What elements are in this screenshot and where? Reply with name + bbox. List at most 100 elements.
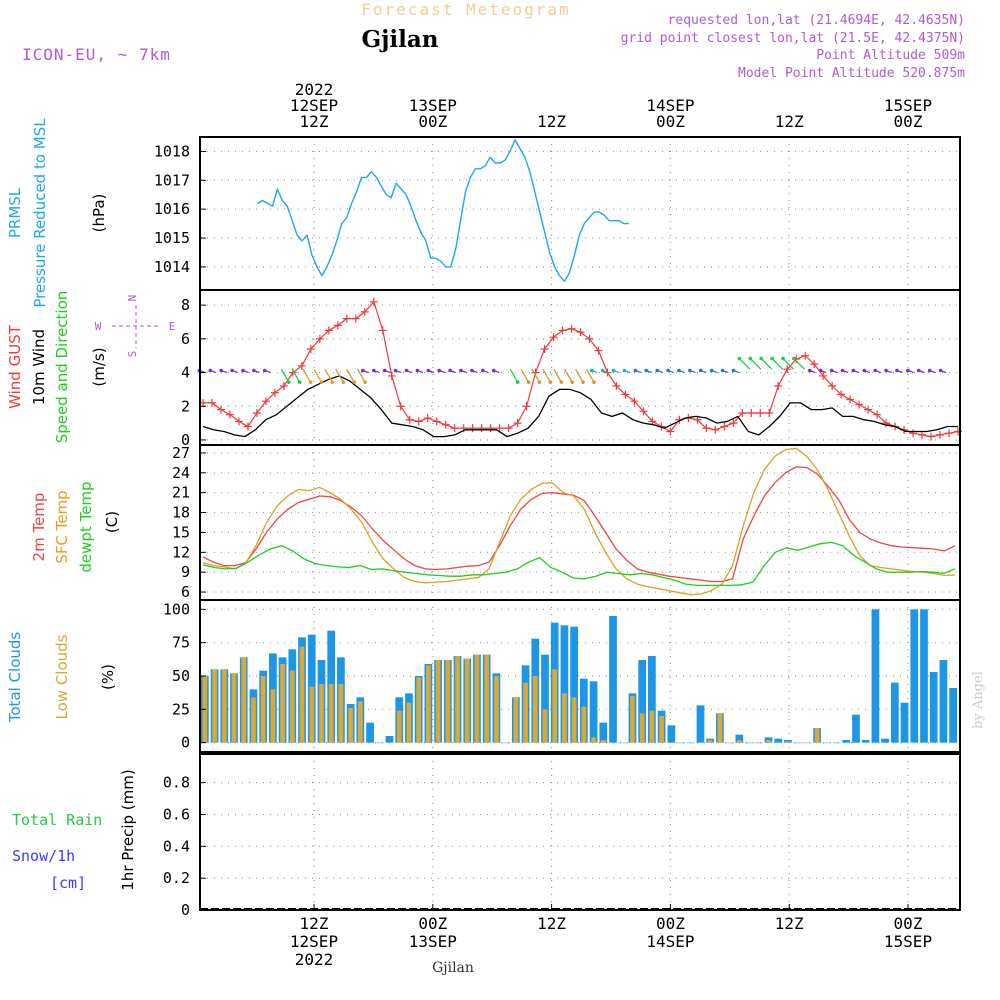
pressure-ylabel: Pressure Reduced to MSL (31, 118, 49, 308)
total-cloud-bar (852, 714, 860, 743)
low-cloud-bar (212, 669, 217, 743)
wind-direction-arrowhead (330, 380, 335, 384)
total-cloud-bar (686, 742, 695, 744)
total-cloud-bar (609, 616, 617, 743)
total-cloud-bar (618, 742, 627, 744)
y-tick-label: 15 (172, 523, 190, 541)
wind-direction-arrowhead (840, 368, 845, 373)
sfc-temp-ylabel: SFC Temp (53, 490, 71, 563)
gust-marker (486, 424, 495, 433)
wind-direction-arrowhead (480, 368, 485, 373)
top-axis-label: 14SEP (646, 96, 694, 115)
low-cloud-bar (552, 669, 558, 743)
low-cloud-bar (328, 684, 334, 743)
low-cloud-bar (523, 682, 528, 743)
gust-marker (522, 402, 531, 411)
pressure-unit: (hPa) (90, 194, 108, 233)
y-tick-label: 0 (181, 901, 190, 919)
wind-direction-arrowhead (677, 368, 681, 373)
low-cloud-bar (396, 710, 402, 743)
low-cloud-bar (464, 658, 470, 743)
low-cloud-bar (416, 677, 422, 743)
footer-location: Gjilan (432, 960, 474, 976)
low-cloud-bar (484, 654, 490, 743)
y-tick-label: 75 (172, 634, 190, 652)
total-cloud-bar (871, 609, 880, 743)
gust-marker (450, 424, 459, 433)
low-cloud-bar (406, 702, 412, 743)
bottom-axis-label: 15SEP (884, 932, 932, 951)
low-cloud-bar (474, 654, 480, 743)
grid-layer (200, 137, 960, 911)
wind-direction-arrowhead (548, 380, 553, 384)
total-cloud-bar (375, 742, 384, 744)
wind-direction-arrowhead (252, 368, 256, 373)
gust-marker (549, 333, 558, 342)
panel-frames (199, 136, 961, 911)
top-axis-label: 00Z (656, 112, 685, 131)
wind-direction-arrow (509, 368, 519, 383)
temp2m-ylabel: 2m Temp (30, 493, 48, 562)
top-axis-label: 12Z (537, 112, 566, 131)
gust-marker (846, 395, 855, 404)
gust-marker (918, 430, 927, 439)
wind-direction-arrowhead (862, 368, 867, 373)
top-axis-label: 2022 (295, 80, 334, 99)
gust-marker (504, 424, 513, 433)
wind-direction-arrowhead (737, 356, 742, 361)
wind-direction-arrow (749, 358, 762, 370)
snow-unit-label: [cm] (50, 874, 86, 892)
y-tick-label: 2 (181, 397, 190, 415)
wind-direction-arrowhead (792, 356, 796, 361)
total-cloud-bar (599, 722, 608, 743)
temp-unit: (C) (103, 511, 121, 533)
low-clouds-ylabel: Low Clouds (53, 634, 71, 719)
wind-direction-arrow (738, 358, 751, 370)
low-cloud-bar (241, 657, 247, 743)
gust-marker (666, 427, 675, 436)
gust-marker (207, 398, 216, 407)
gust-marker (252, 408, 261, 417)
wind-direction-arrowhead (437, 368, 441, 373)
grid-point-lonlat: grid point closest lon,lat (21.5E, 42.43… (621, 31, 965, 46)
total-cloud-bar (385, 736, 394, 743)
total-cloud-bar (832, 742, 841, 744)
gust-marker (558, 326, 567, 335)
low-cloud-bar (348, 708, 353, 743)
total-cloud-bar (900, 702, 909, 743)
wind-direction-arrow (520, 368, 530, 383)
gust-marker (297, 361, 306, 370)
wind10m-ylabel: 10m Wind (30, 329, 48, 405)
wind-direction-arrowhead (570, 380, 574, 384)
low-cloud-bar (600, 740, 606, 743)
wind-direction-arrowhead (927, 368, 932, 373)
gust-marker (765, 408, 774, 417)
wind-direction-arrowhead (829, 368, 834, 373)
snow-label: Snow/1h (12, 847, 75, 865)
wind-direction-ylabel: Speed and Direction (53, 291, 71, 444)
gust-marker (774, 382, 783, 391)
wind-direction-arrowhead (592, 380, 596, 384)
wind10m-line (202, 375, 958, 438)
low-cloud-bar (455, 656, 460, 743)
low-cloud-bar (309, 686, 315, 743)
wind-direction-arrowhead (644, 368, 649, 373)
temp2m-line (202, 466, 956, 583)
wind-direction-arrowhead (698, 368, 703, 373)
gust-marker (945, 429, 954, 438)
wind-direction-arrowhead (873, 368, 877, 373)
gust-marker (369, 297, 378, 306)
low-cloud-bar (270, 689, 276, 743)
y-tick-label: 50 (172, 667, 190, 685)
wind-direction-arrowhead (415, 368, 420, 373)
low-cloud-bar (630, 696, 635, 743)
wind-direction-arrow (782, 358, 795, 370)
gust-marker (432, 417, 441, 426)
wind-direction-arrowhead (448, 368, 452, 373)
wind-direction-arrowhead (382, 368, 387, 373)
gust-marker (405, 415, 414, 424)
wind-direction-arrowhead (748, 356, 753, 361)
dewpt-line (202, 541, 956, 587)
gust-marker (477, 424, 486, 433)
